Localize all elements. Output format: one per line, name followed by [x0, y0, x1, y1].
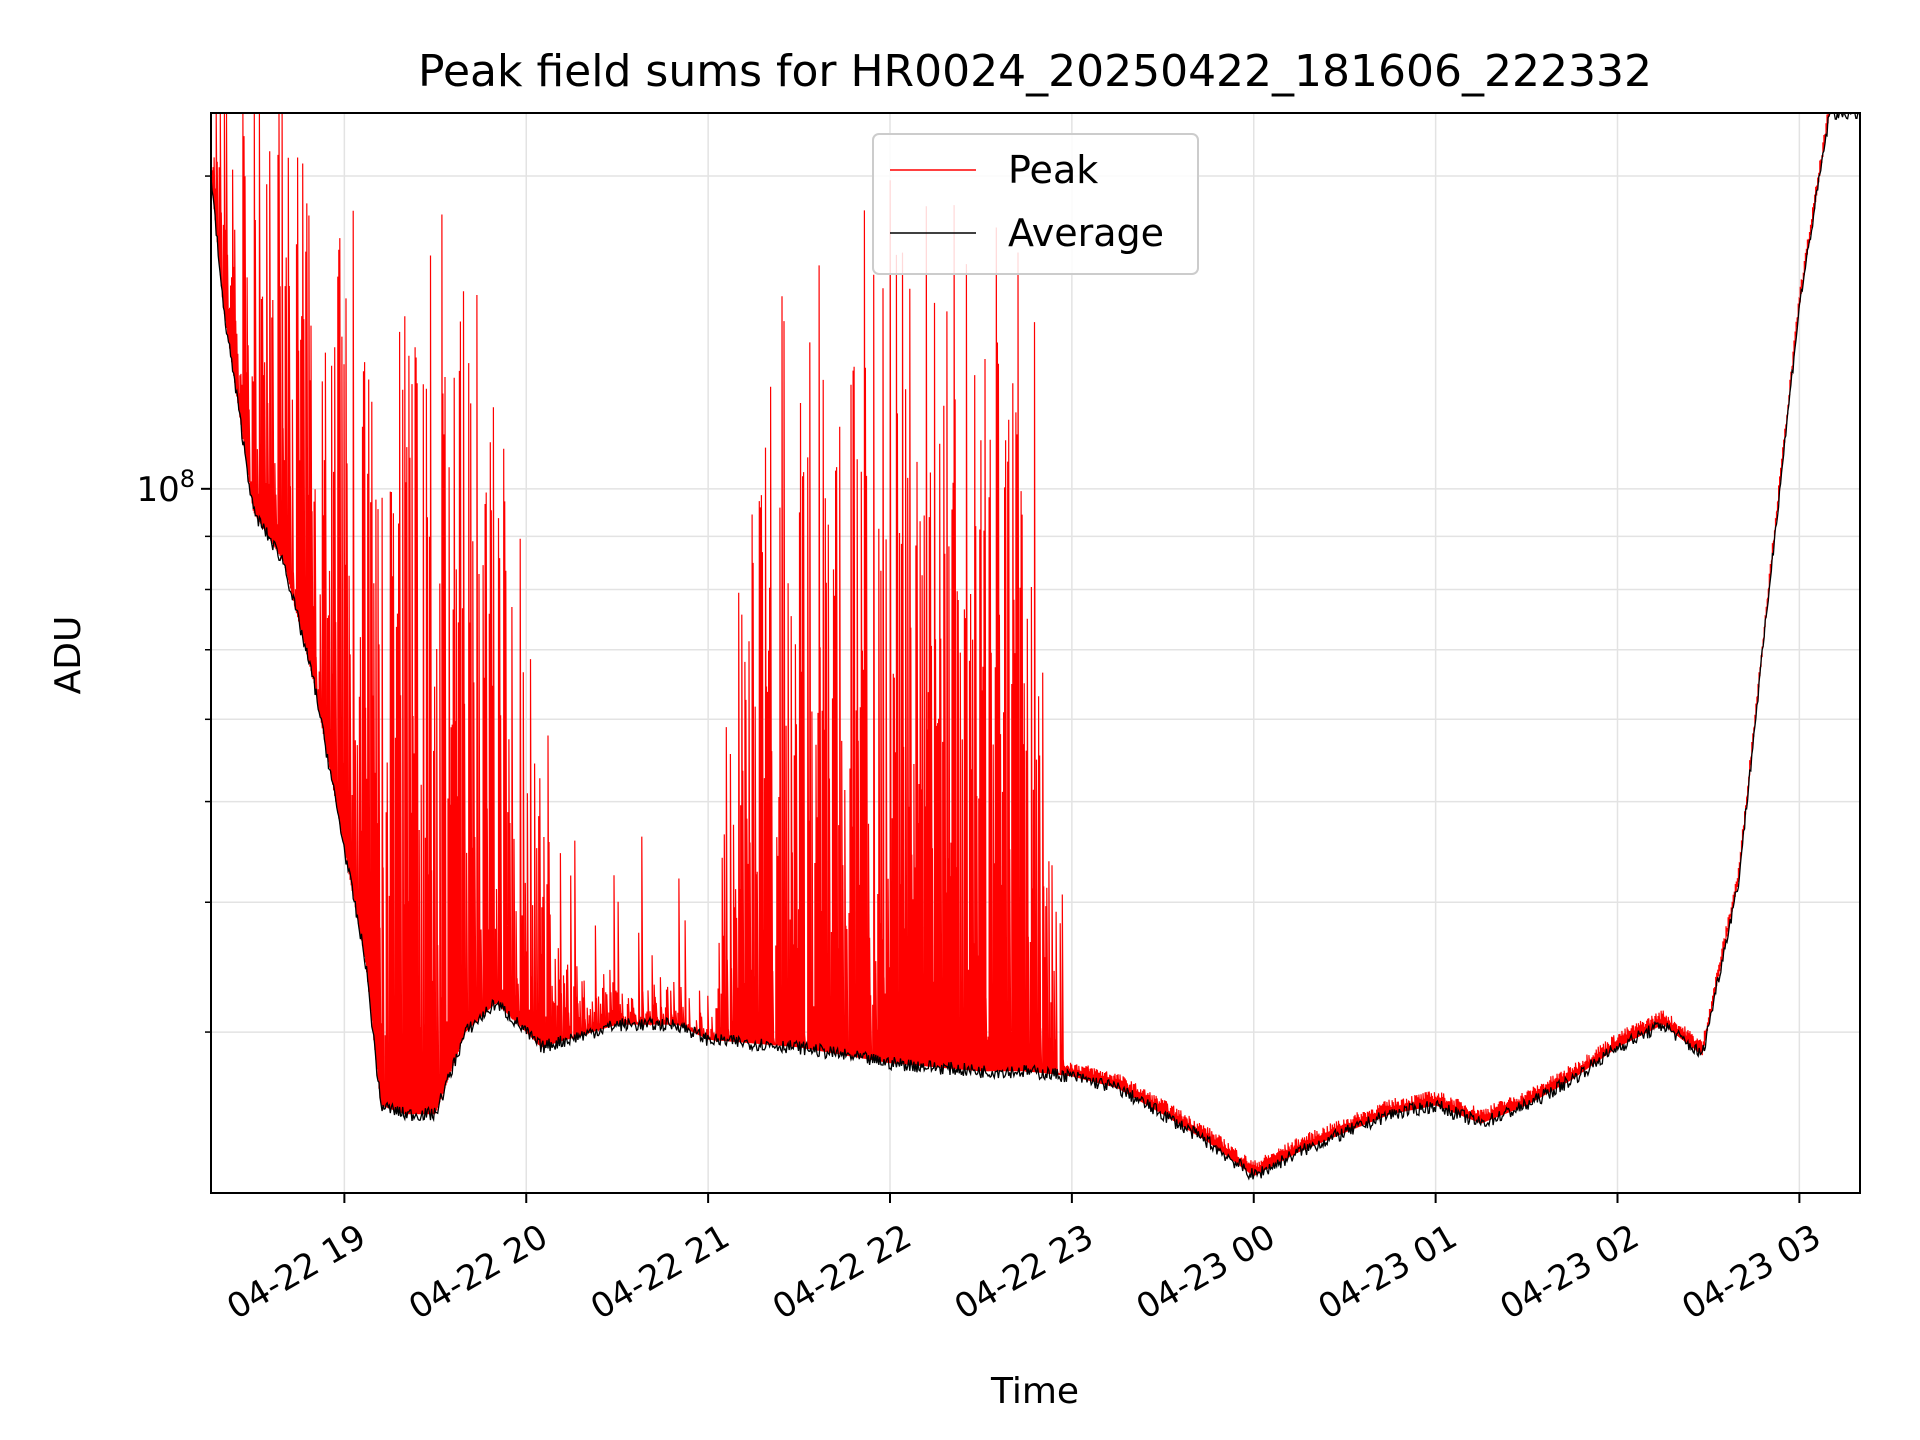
chart-title: Peak field sums for HR0024_20250422_1816…: [418, 46, 1652, 97]
plot-frame: [210, 112, 1861, 1194]
y-axis: 108: [136, 175, 211, 1033]
x-axis-label: Time: [990, 1371, 1079, 1412]
legend-box: [872, 133, 1199, 275]
y-tick-label: 108: [136, 465, 195, 510]
legend: Peak Average: [872, 133, 1199, 275]
series-line-peak: [210, 112, 1860, 1177]
y-axis-label: ADU: [48, 616, 89, 695]
series-layer: [210, 111, 1861, 1181]
series-line-average: [210, 111, 1861, 1181]
legend-label-average: Average: [1008, 211, 1164, 255]
legend-label-peak: Peak: [1008, 148, 1098, 192]
